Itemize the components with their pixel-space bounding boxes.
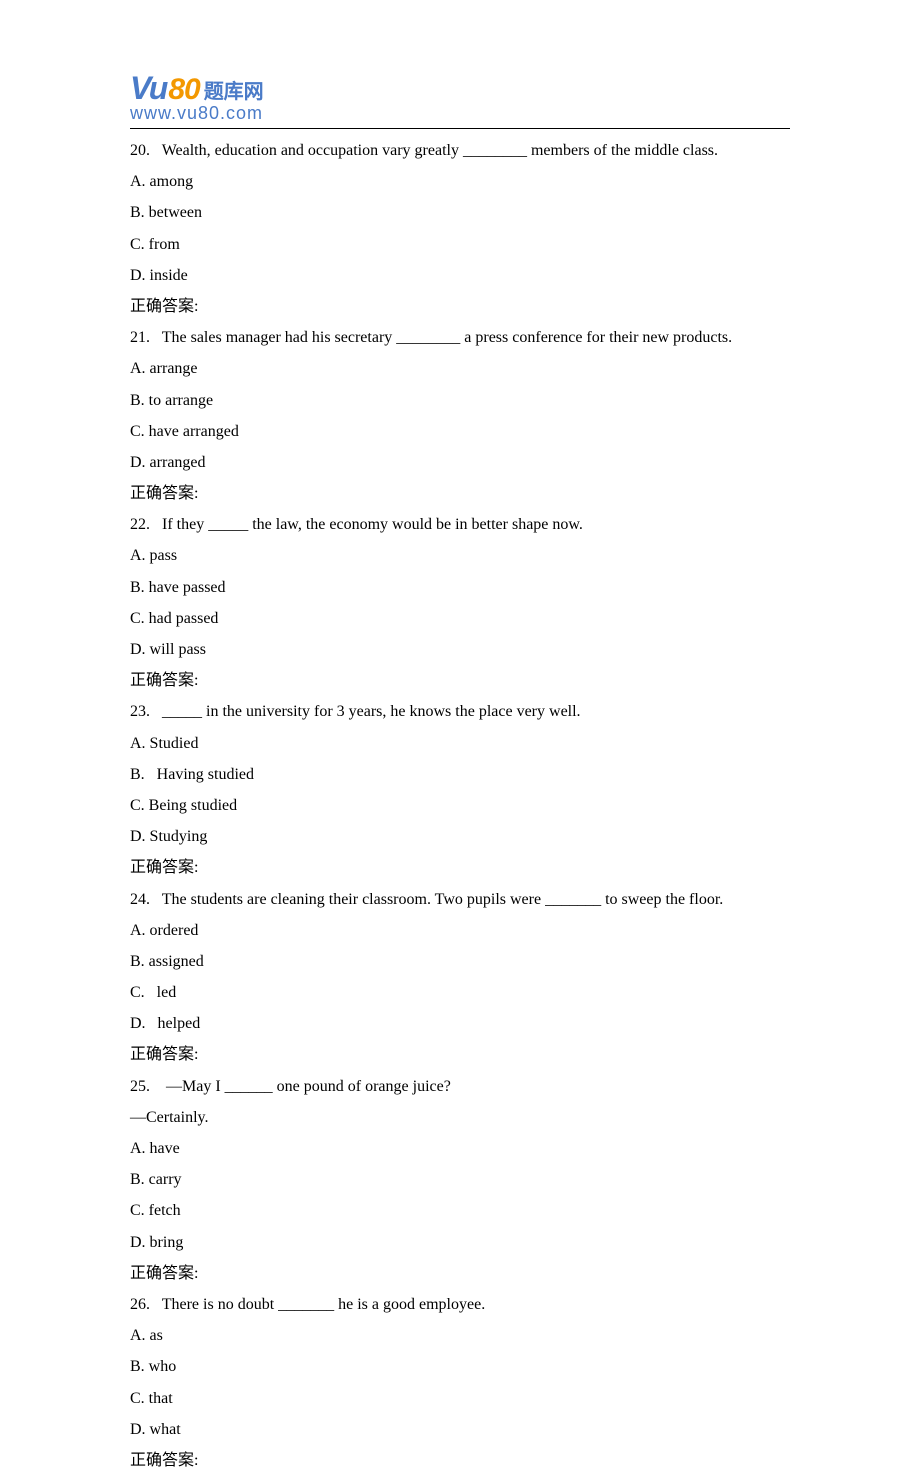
question-number: 23. [130, 703, 150, 720]
question-text: 23. _____ in the university for 3 years,… [130, 696, 790, 727]
question-number: 26. [130, 1296, 150, 1313]
questions-list: 20. Wealth, education and occupation var… [130, 135, 790, 1476]
answer-option: A. pass [130, 540, 790, 571]
correct-answer-label: 正确答案: [130, 1258, 790, 1289]
correct-answer-label: 正确答案: [130, 291, 790, 322]
question-text: 21. The sales manager had his secretary … [130, 322, 790, 353]
question-text: 22. If they _____ the law, the economy w… [130, 509, 790, 540]
answer-option: C. led [130, 977, 790, 1008]
answer-option: D. will pass [130, 634, 790, 665]
question-number: 25. [130, 1078, 150, 1095]
answer-option: B. who [130, 1351, 790, 1382]
answer-option: D. Studying [130, 821, 790, 852]
question-number: 21. [130, 329, 150, 346]
question-text: 20. Wealth, education and occupation var… [130, 135, 790, 166]
question-text: 24. The students are cleaning their clas… [130, 884, 790, 915]
answer-option: A. Studied [130, 728, 790, 759]
site-logo: Vu 80 题库网 www.vu80.com [130, 70, 790, 124]
answer-option: A. as [130, 1320, 790, 1351]
answer-option: D. helped [130, 1008, 790, 1039]
logo-cn-text: 题库网 [204, 75, 264, 104]
question-number: 24. [130, 891, 150, 908]
question-number: 20. [130, 142, 150, 159]
answer-option: C. from [130, 229, 790, 260]
question-extra-line: —Certainly. [130, 1102, 790, 1133]
question-stem: The students are cleaning their classroo… [150, 891, 723, 908]
question-text: 26. There is no doubt _______ he is a go… [130, 1289, 790, 1320]
correct-answer-label: 正确答案: [130, 1039, 790, 1070]
logo-prefix: Vu [130, 70, 166, 107]
answer-option: D. what [130, 1414, 790, 1445]
question-stem: Wealth, education and occupation vary gr… [150, 142, 718, 159]
answer-option: A. arrange [130, 353, 790, 384]
answer-option: D. bring [130, 1227, 790, 1258]
header-divider [130, 128, 790, 129]
answer-option: D. arranged [130, 447, 790, 478]
question-number: 22. [130, 516, 150, 533]
question-stem: The sales manager had his secretary ____… [150, 329, 732, 346]
correct-answer-label: 正确答案: [130, 852, 790, 883]
answer-option: B. carry [130, 1164, 790, 1195]
answer-option: B. between [130, 197, 790, 228]
correct-answer-label: 正确答案: [130, 665, 790, 696]
question-stem: —May I ______ one pound of orange juice? [150, 1078, 451, 1095]
answer-option: C. have arranged [130, 416, 790, 447]
answer-option: B. Having studied [130, 759, 790, 790]
answer-option: C. had passed [130, 603, 790, 634]
correct-answer-label: 正确答案: [130, 1445, 790, 1476]
correct-answer-label: 正确答案: [130, 478, 790, 509]
answer-option: B. assigned [130, 946, 790, 977]
question-stem: There is no doubt _______ he is a good e… [150, 1296, 485, 1313]
logo-url: www.vu80.com [130, 103, 790, 124]
answer-option: A. among [130, 166, 790, 197]
logo-graphic: Vu 80 题库网 [130, 70, 790, 107]
answer-option: A. ordered [130, 915, 790, 946]
question-stem: If they _____ the law, the economy would… [150, 516, 583, 533]
answer-option: C. that [130, 1383, 790, 1414]
answer-option: B. have passed [130, 572, 790, 603]
question-stem: _____ in the university for 3 years, he … [150, 703, 581, 720]
answer-option: D. inside [130, 260, 790, 291]
answer-option: A. have [130, 1133, 790, 1164]
answer-option: C. Being studied [130, 790, 790, 821]
answer-option: B. to arrange [130, 385, 790, 416]
logo-number: 80 [168, 73, 199, 107]
answer-option: C. fetch [130, 1195, 790, 1226]
question-text: 25. —May I ______ one pound of orange ju… [130, 1071, 790, 1102]
